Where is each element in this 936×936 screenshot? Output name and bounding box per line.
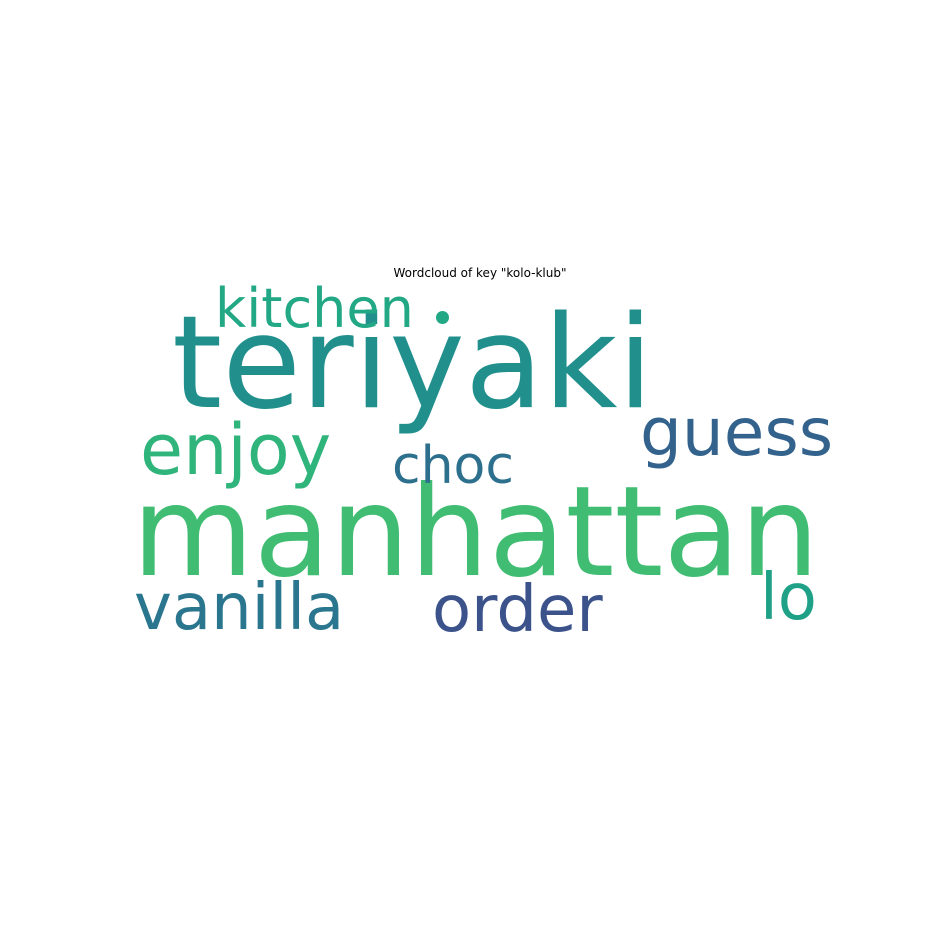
chart-title: Wordcloud of key "kolo-klub": [393, 266, 567, 280]
word-vanilla: vanilla: [134, 571, 345, 645]
word-lo: lo: [760, 561, 817, 635]
word-kitchen-period: [436, 311, 449, 324]
word-order: order: [432, 573, 603, 647]
word-manhattan: manhattan: [132, 460, 820, 605]
word-guess: guess: [640, 394, 834, 471]
word-choc: choc: [392, 436, 514, 496]
word-enjoy: enjoy: [140, 409, 332, 491]
word-kitchen: kitchen: [215, 277, 414, 340]
word-teriyaki: teriyaki: [172, 289, 653, 438]
